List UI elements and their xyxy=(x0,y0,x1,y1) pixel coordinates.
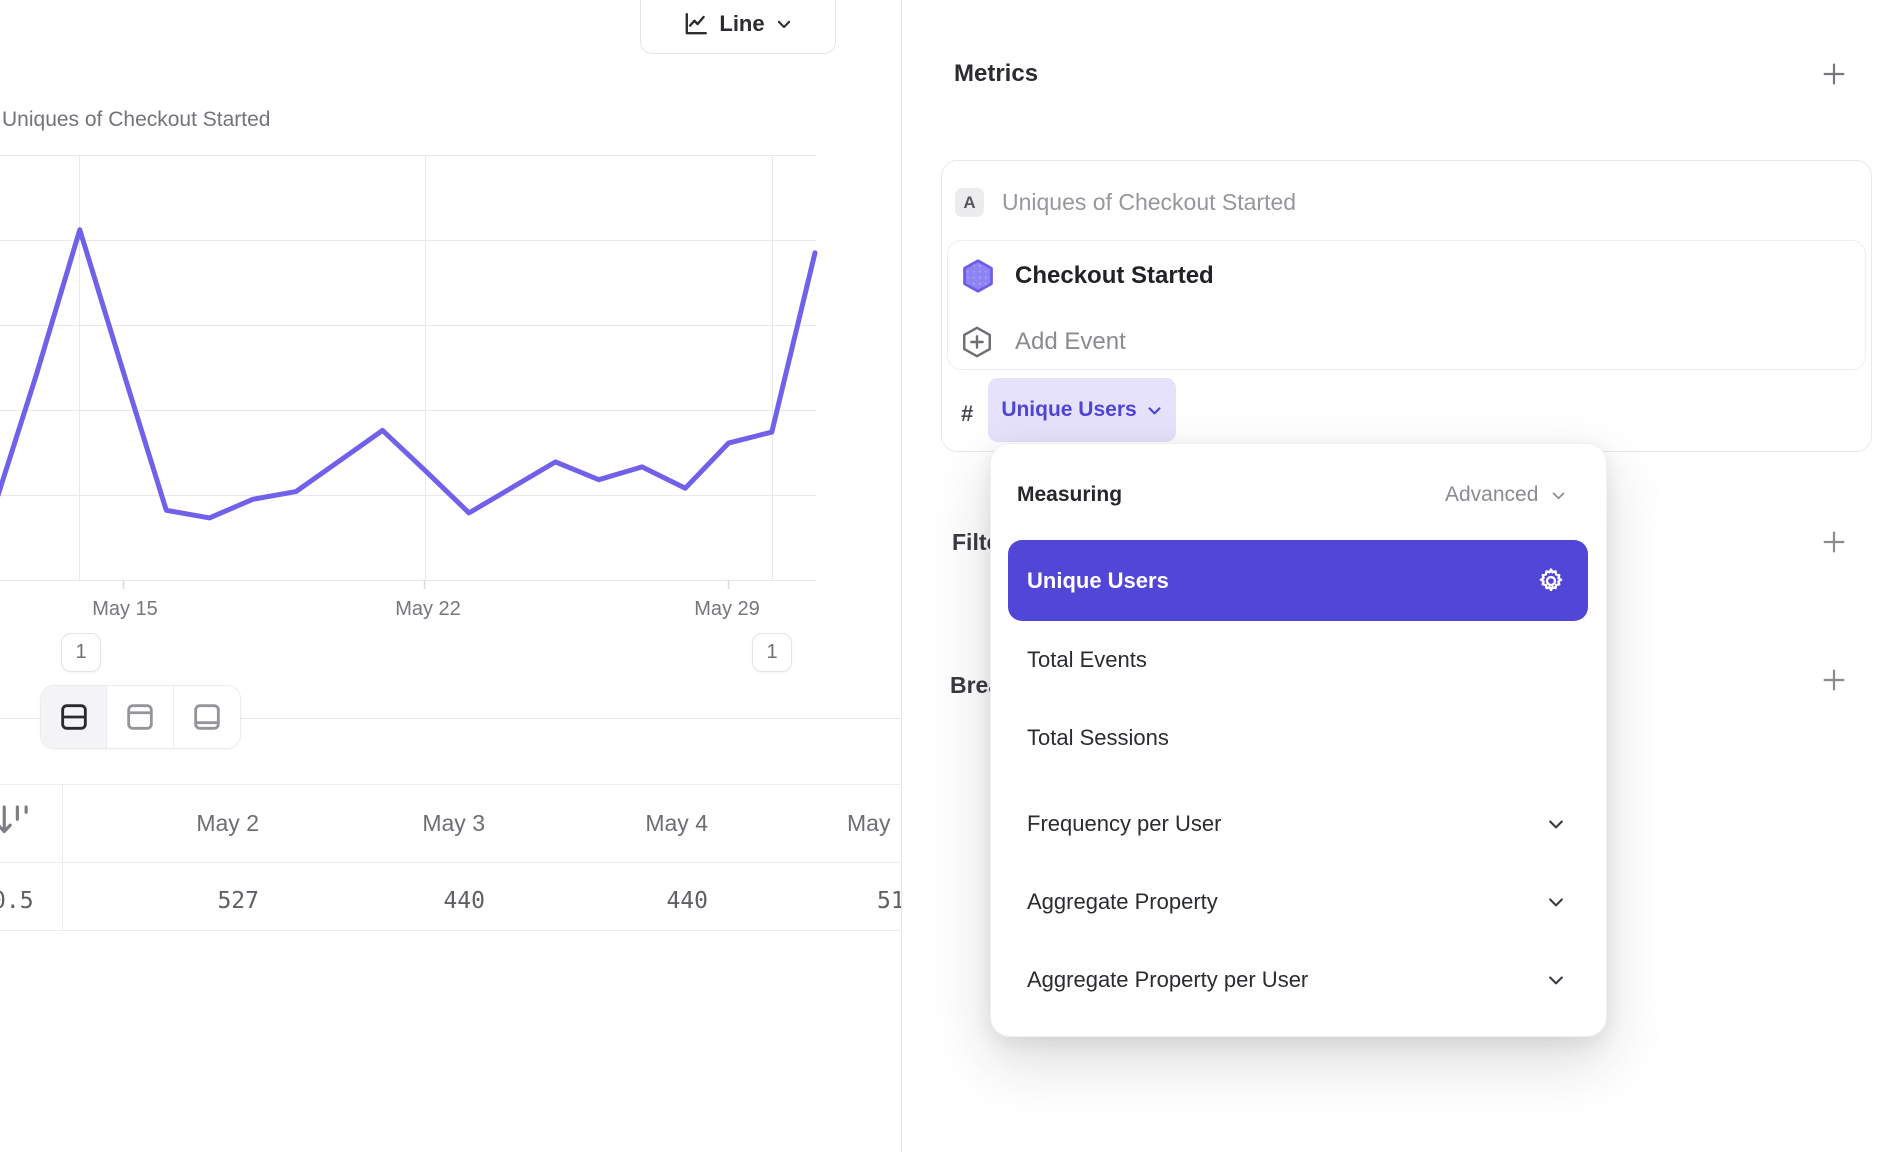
advanced-mode-toggle[interactable]: Advanced xyxy=(1445,483,1567,507)
chevron-down-icon xyxy=(1550,487,1567,504)
x-axis-label: May 15 xyxy=(92,598,158,620)
menu-item-aggregate-property[interactable]: Aggregate Property xyxy=(1008,863,1588,941)
chevron-down-icon xyxy=(1146,402,1163,419)
chevron-down-icon xyxy=(1546,892,1566,912)
table-header-cell[interactable]: May 3 xyxy=(422,810,485,836)
sort-descending-icon[interactable] xyxy=(0,800,34,842)
chart-type-label: Line xyxy=(719,11,765,36)
metric-name[interactable]: Uniques of Checkout Started xyxy=(1002,189,1297,215)
chevron-down-icon xyxy=(1546,970,1566,990)
table-border xyxy=(0,784,901,785)
chart-panel: Line Uniques of Checkout Started May 15 … xyxy=(0,0,901,1152)
chart-only-view-icon xyxy=(123,700,157,734)
measure-selector-label: Unique Users xyxy=(1001,398,1137,421)
section-divider xyxy=(0,718,901,719)
add-event-hexagon-plus-icon[interactable] xyxy=(960,325,994,359)
menu-item-aggregate-property-per-user[interactable]: Aggregate Property per User xyxy=(1008,941,1588,1019)
series-count-badge-left[interactable]: 1 xyxy=(61,633,101,672)
line-chart-icon xyxy=(683,11,709,37)
x-axis-label: May 22 xyxy=(395,598,461,620)
menu-item-label: Total Sessions xyxy=(1027,725,1169,750)
add-metric-button[interactable] xyxy=(1820,60,1848,88)
x-axis-label: May 29 xyxy=(694,598,760,620)
table-header-cell[interactable]: May 2 xyxy=(196,810,259,836)
measure-hash-prefix: # xyxy=(961,401,974,426)
gear-icon[interactable] xyxy=(1536,566,1566,596)
split-view-icon xyxy=(57,700,91,734)
menu-item-label: Unique Users xyxy=(1027,567,1169,593)
add-event-button[interactable]: Add Event xyxy=(1015,328,1126,355)
table-only-view-icon xyxy=(190,700,224,734)
menu-item-label: Frequency per User xyxy=(1027,811,1222,836)
chevron-down-icon xyxy=(775,15,793,33)
table-cell: 440 xyxy=(666,888,708,914)
menu-item-label: Total Events xyxy=(1027,647,1147,672)
line-chart[interactable] xyxy=(0,153,901,593)
split-view-button[interactable] xyxy=(41,686,108,748)
chart-only-view-button[interactable] xyxy=(107,686,174,748)
table-header-cell[interactable]: May 4 xyxy=(645,810,708,836)
panel-divider xyxy=(901,0,902,1152)
menu-item-label: Aggregate Property xyxy=(1027,889,1218,914)
measuring-header: Measuring xyxy=(1017,483,1123,506)
metrics-section-title: Metrics xyxy=(954,60,1039,87)
measure-selector-pill[interactable]: Unique Users xyxy=(988,378,1176,442)
table-column-divider xyxy=(62,784,63,930)
menu-item-total-events[interactable]: Total Events xyxy=(1008,621,1588,699)
event-hexagon-icon xyxy=(960,258,996,294)
table-cell: 527 xyxy=(217,888,259,914)
menu-item-label: Aggregate Property per User xyxy=(1027,967,1309,992)
series-letter-badge: A xyxy=(955,188,984,217)
table-border xyxy=(0,862,901,863)
add-filter-button[interactable] xyxy=(1820,528,1848,556)
menu-item-unique-users-selected[interactable]: Unique Users xyxy=(1008,540,1588,621)
table-cell: 440 xyxy=(443,888,485,914)
series-count-badge-right[interactable]: 1 xyxy=(752,633,792,672)
event-name[interactable]: Checkout Started xyxy=(1015,262,1214,289)
chart-type-dropdown[interactable]: Line xyxy=(640,0,836,54)
add-breakdown-button[interactable] xyxy=(1820,666,1848,694)
table-header-cell-clipped[interactable]: May xyxy=(847,810,891,836)
table-only-view-button[interactable] xyxy=(173,686,240,748)
menu-item-total-sessions[interactable]: Total Sessions xyxy=(1008,699,1588,777)
event-card xyxy=(947,240,1866,370)
chart-title: Uniques of Checkout Started xyxy=(2,108,271,131)
chevron-down-icon xyxy=(1546,814,1566,834)
advanced-mode-label: Advanced xyxy=(1445,483,1539,506)
layout-toggle-group xyxy=(40,685,241,749)
table-border xyxy=(0,930,901,931)
table-cell-clipped: 51 xyxy=(877,888,901,914)
menu-item-frequency-per-user[interactable]: Frequency per User xyxy=(1008,785,1588,863)
table-row-label-clipped: 0.5 xyxy=(0,888,34,914)
